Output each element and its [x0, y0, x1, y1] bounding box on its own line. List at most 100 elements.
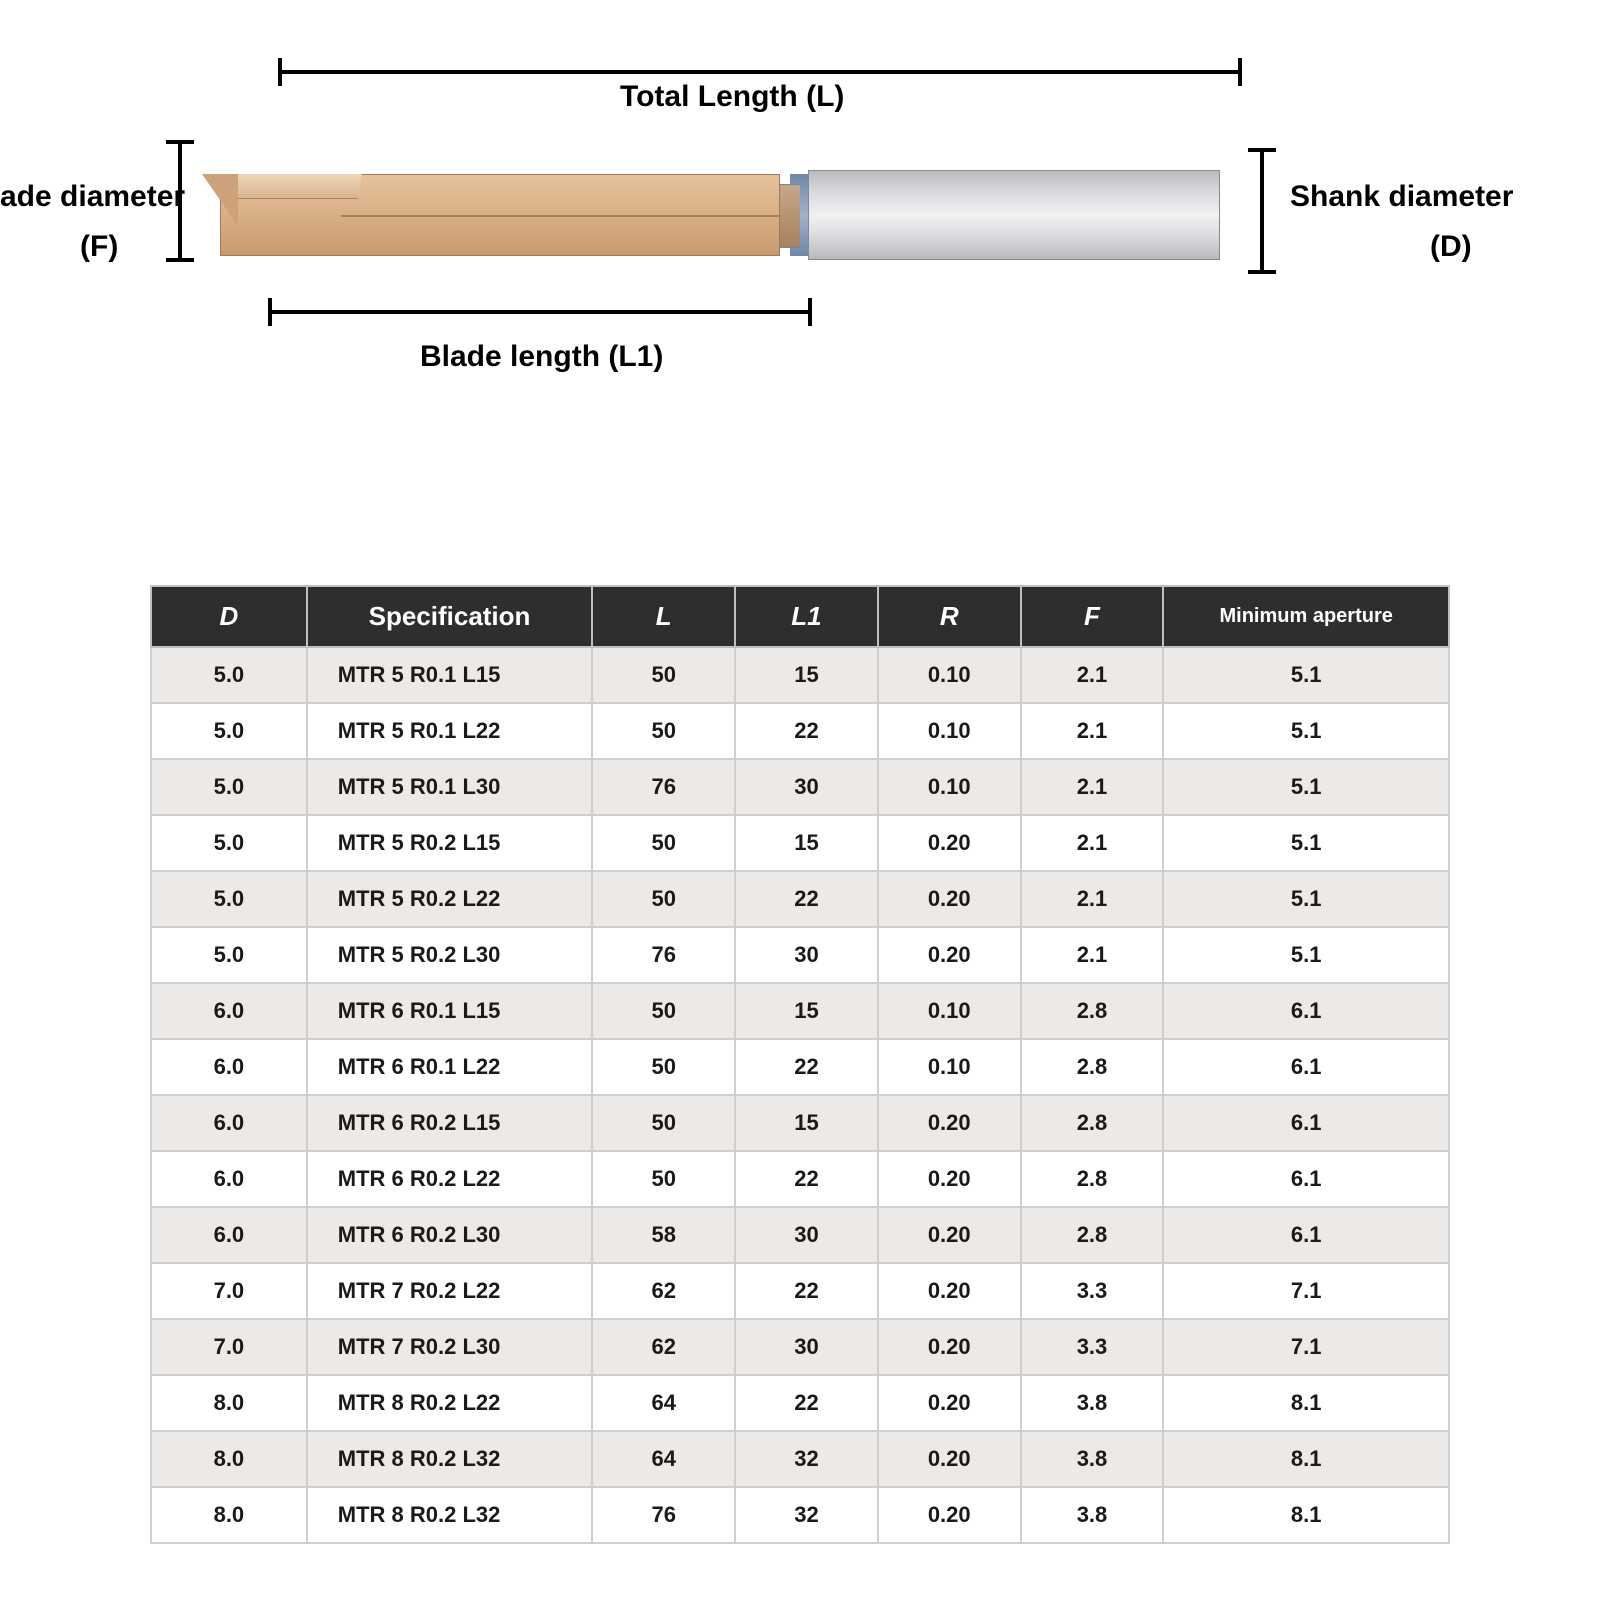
cell-min: 5.1	[1163, 927, 1449, 983]
cell-min: 6.1	[1163, 1151, 1449, 1207]
cell-R: 0.20	[878, 1263, 1021, 1319]
cell-L: 76	[592, 1487, 735, 1543]
label-blade-diameter-1: Blade diameter	[0, 180, 185, 214]
table-row: 5.0MTR 5 R0.1 L3076300.102.15.1	[151, 759, 1449, 815]
cell-R: 0.20	[878, 1487, 1021, 1543]
table-row: 5.0MTR 5 R0.2 L3076300.202.15.1	[151, 927, 1449, 983]
cell-F: 3.3	[1021, 1263, 1164, 1319]
cell-min: 6.1	[1163, 1039, 1449, 1095]
label-shank-diameter-2: (D)	[1430, 230, 1472, 264]
cell-L1: 30	[735, 759, 878, 815]
table-row: 5.0MTR 5 R0.2 L2250220.202.15.1	[151, 871, 1449, 927]
tool-blade-tip	[202, 174, 238, 226]
cell-L: 64	[592, 1375, 735, 1431]
cell-D: 8.0	[151, 1487, 307, 1543]
table-row: 6.0MTR 6 R0.1 L1550150.102.86.1	[151, 983, 1449, 1039]
dim-tick	[166, 140, 194, 144]
cell-F: 2.1	[1021, 647, 1164, 703]
cell-L1: 32	[735, 1431, 878, 1487]
cell-R: 0.20	[878, 1431, 1021, 1487]
cell-spec: MTR 5 R0.2 L30	[307, 927, 593, 983]
cell-D: 7.0	[151, 1319, 307, 1375]
cell-D: 8.0	[151, 1431, 307, 1487]
cell-spec: MTR 8 R0.2 L22	[307, 1375, 593, 1431]
cell-R: 0.10	[878, 647, 1021, 703]
dim-tick	[278, 58, 282, 86]
cell-min: 5.1	[1163, 703, 1449, 759]
cell-L1: 32	[735, 1487, 878, 1543]
cell-spec: MTR 6 R0.2 L15	[307, 1095, 593, 1151]
cell-D: 8.0	[151, 1375, 307, 1431]
cell-R: 0.20	[878, 927, 1021, 983]
page: Total Length (L) Blade diameter (F) Shan…	[0, 0, 1600, 1600]
cell-R: 0.20	[878, 1095, 1021, 1151]
cell-D: 5.0	[151, 815, 307, 871]
cell-L1: 22	[735, 871, 878, 927]
cell-F: 2.8	[1021, 983, 1164, 1039]
label-total-length: Total Length (L)	[620, 80, 844, 114]
cell-L: 62	[592, 1319, 735, 1375]
table-row: 6.0MTR 6 R0.1 L2250220.102.86.1	[151, 1039, 1449, 1095]
cell-F: 2.8	[1021, 1207, 1164, 1263]
cell-L: 50	[592, 703, 735, 759]
cell-D: 7.0	[151, 1263, 307, 1319]
cell-F: 2.1	[1021, 871, 1164, 927]
cell-min: 6.1	[1163, 983, 1449, 1039]
cell-spec: MTR 6 R0.1 L22	[307, 1039, 593, 1095]
table-row: 8.0MTR 8 R0.2 L2264220.203.88.1	[151, 1375, 1449, 1431]
cell-min: 8.1	[1163, 1431, 1449, 1487]
dim-bar-shank-dia	[1260, 150, 1264, 274]
cell-D: 5.0	[151, 647, 307, 703]
spec-table-wrap: DSpecificationLL1RFMinimum aperture 5.0M…	[150, 585, 1450, 1544]
cell-F: 2.8	[1021, 1151, 1164, 1207]
cell-D: 5.0	[151, 703, 307, 759]
cell-L: 76	[592, 759, 735, 815]
cell-L1: 15	[735, 647, 878, 703]
spec-thead: DSpecificationLL1RFMinimum aperture	[151, 586, 1449, 647]
table-row: 6.0MTR 6 R0.2 L1550150.202.86.1	[151, 1095, 1449, 1151]
cell-L1: 22	[735, 1151, 878, 1207]
cell-L1: 15	[735, 1095, 878, 1151]
cell-L: 50	[592, 1039, 735, 1095]
label-blade-diameter-2: (F)	[80, 230, 118, 264]
cell-L1: 22	[735, 1263, 878, 1319]
cell-F: 3.8	[1021, 1431, 1164, 1487]
cell-L1: 22	[735, 1375, 878, 1431]
cell-spec: MTR 8 R0.2 L32	[307, 1431, 593, 1487]
table-row: 7.0MTR 7 R0.2 L3062300.203.37.1	[151, 1319, 1449, 1375]
cell-D: 6.0	[151, 1039, 307, 1095]
tool-neck	[780, 184, 800, 248]
label-shank-diameter-1: Shank diameter	[1290, 180, 1513, 214]
cell-L: 50	[592, 1095, 735, 1151]
cell-L: 50	[592, 1151, 735, 1207]
cell-spec: MTR 5 R0.1 L22	[307, 703, 593, 759]
cell-min: 6.1	[1163, 1207, 1449, 1263]
cell-D: 5.0	[151, 927, 307, 983]
spec-table: DSpecificationLL1RFMinimum aperture 5.0M…	[150, 585, 1450, 1544]
cell-F: 2.1	[1021, 759, 1164, 815]
cell-L: 76	[592, 927, 735, 983]
cell-F: 3.8	[1021, 1375, 1164, 1431]
dim-tick	[808, 298, 812, 326]
cell-R: 0.20	[878, 1375, 1021, 1431]
spec-tbody: 5.0MTR 5 R0.1 L1550150.102.15.15.0MTR 5 …	[151, 647, 1449, 1543]
cell-min: 8.1	[1163, 1487, 1449, 1543]
col-header-L1: L1	[735, 586, 878, 647]
cell-L1: 30	[735, 1207, 878, 1263]
cell-F: 2.1	[1021, 927, 1164, 983]
cell-L1: 22	[735, 703, 878, 759]
cell-L: 64	[592, 1431, 735, 1487]
table-row: 8.0MTR 8 R0.2 L3276320.203.88.1	[151, 1487, 1449, 1543]
cell-F: 2.8	[1021, 1095, 1164, 1151]
cell-R: 0.20	[878, 1319, 1021, 1375]
cell-spec: MTR 8 R0.2 L32	[307, 1487, 593, 1543]
cell-L: 50	[592, 815, 735, 871]
cell-spec: MTR 7 R0.2 L22	[307, 1263, 593, 1319]
col-header-spec: Specification	[307, 586, 593, 647]
cell-F: 2.8	[1021, 1039, 1164, 1095]
tool-diagram: Total Length (L) Blade diameter (F) Shan…	[0, 50, 1600, 420]
col-header-min: Minimum aperture	[1163, 586, 1449, 647]
cell-D: 6.0	[151, 1151, 307, 1207]
cell-F: 3.8	[1021, 1487, 1164, 1543]
cell-D: 5.0	[151, 871, 307, 927]
